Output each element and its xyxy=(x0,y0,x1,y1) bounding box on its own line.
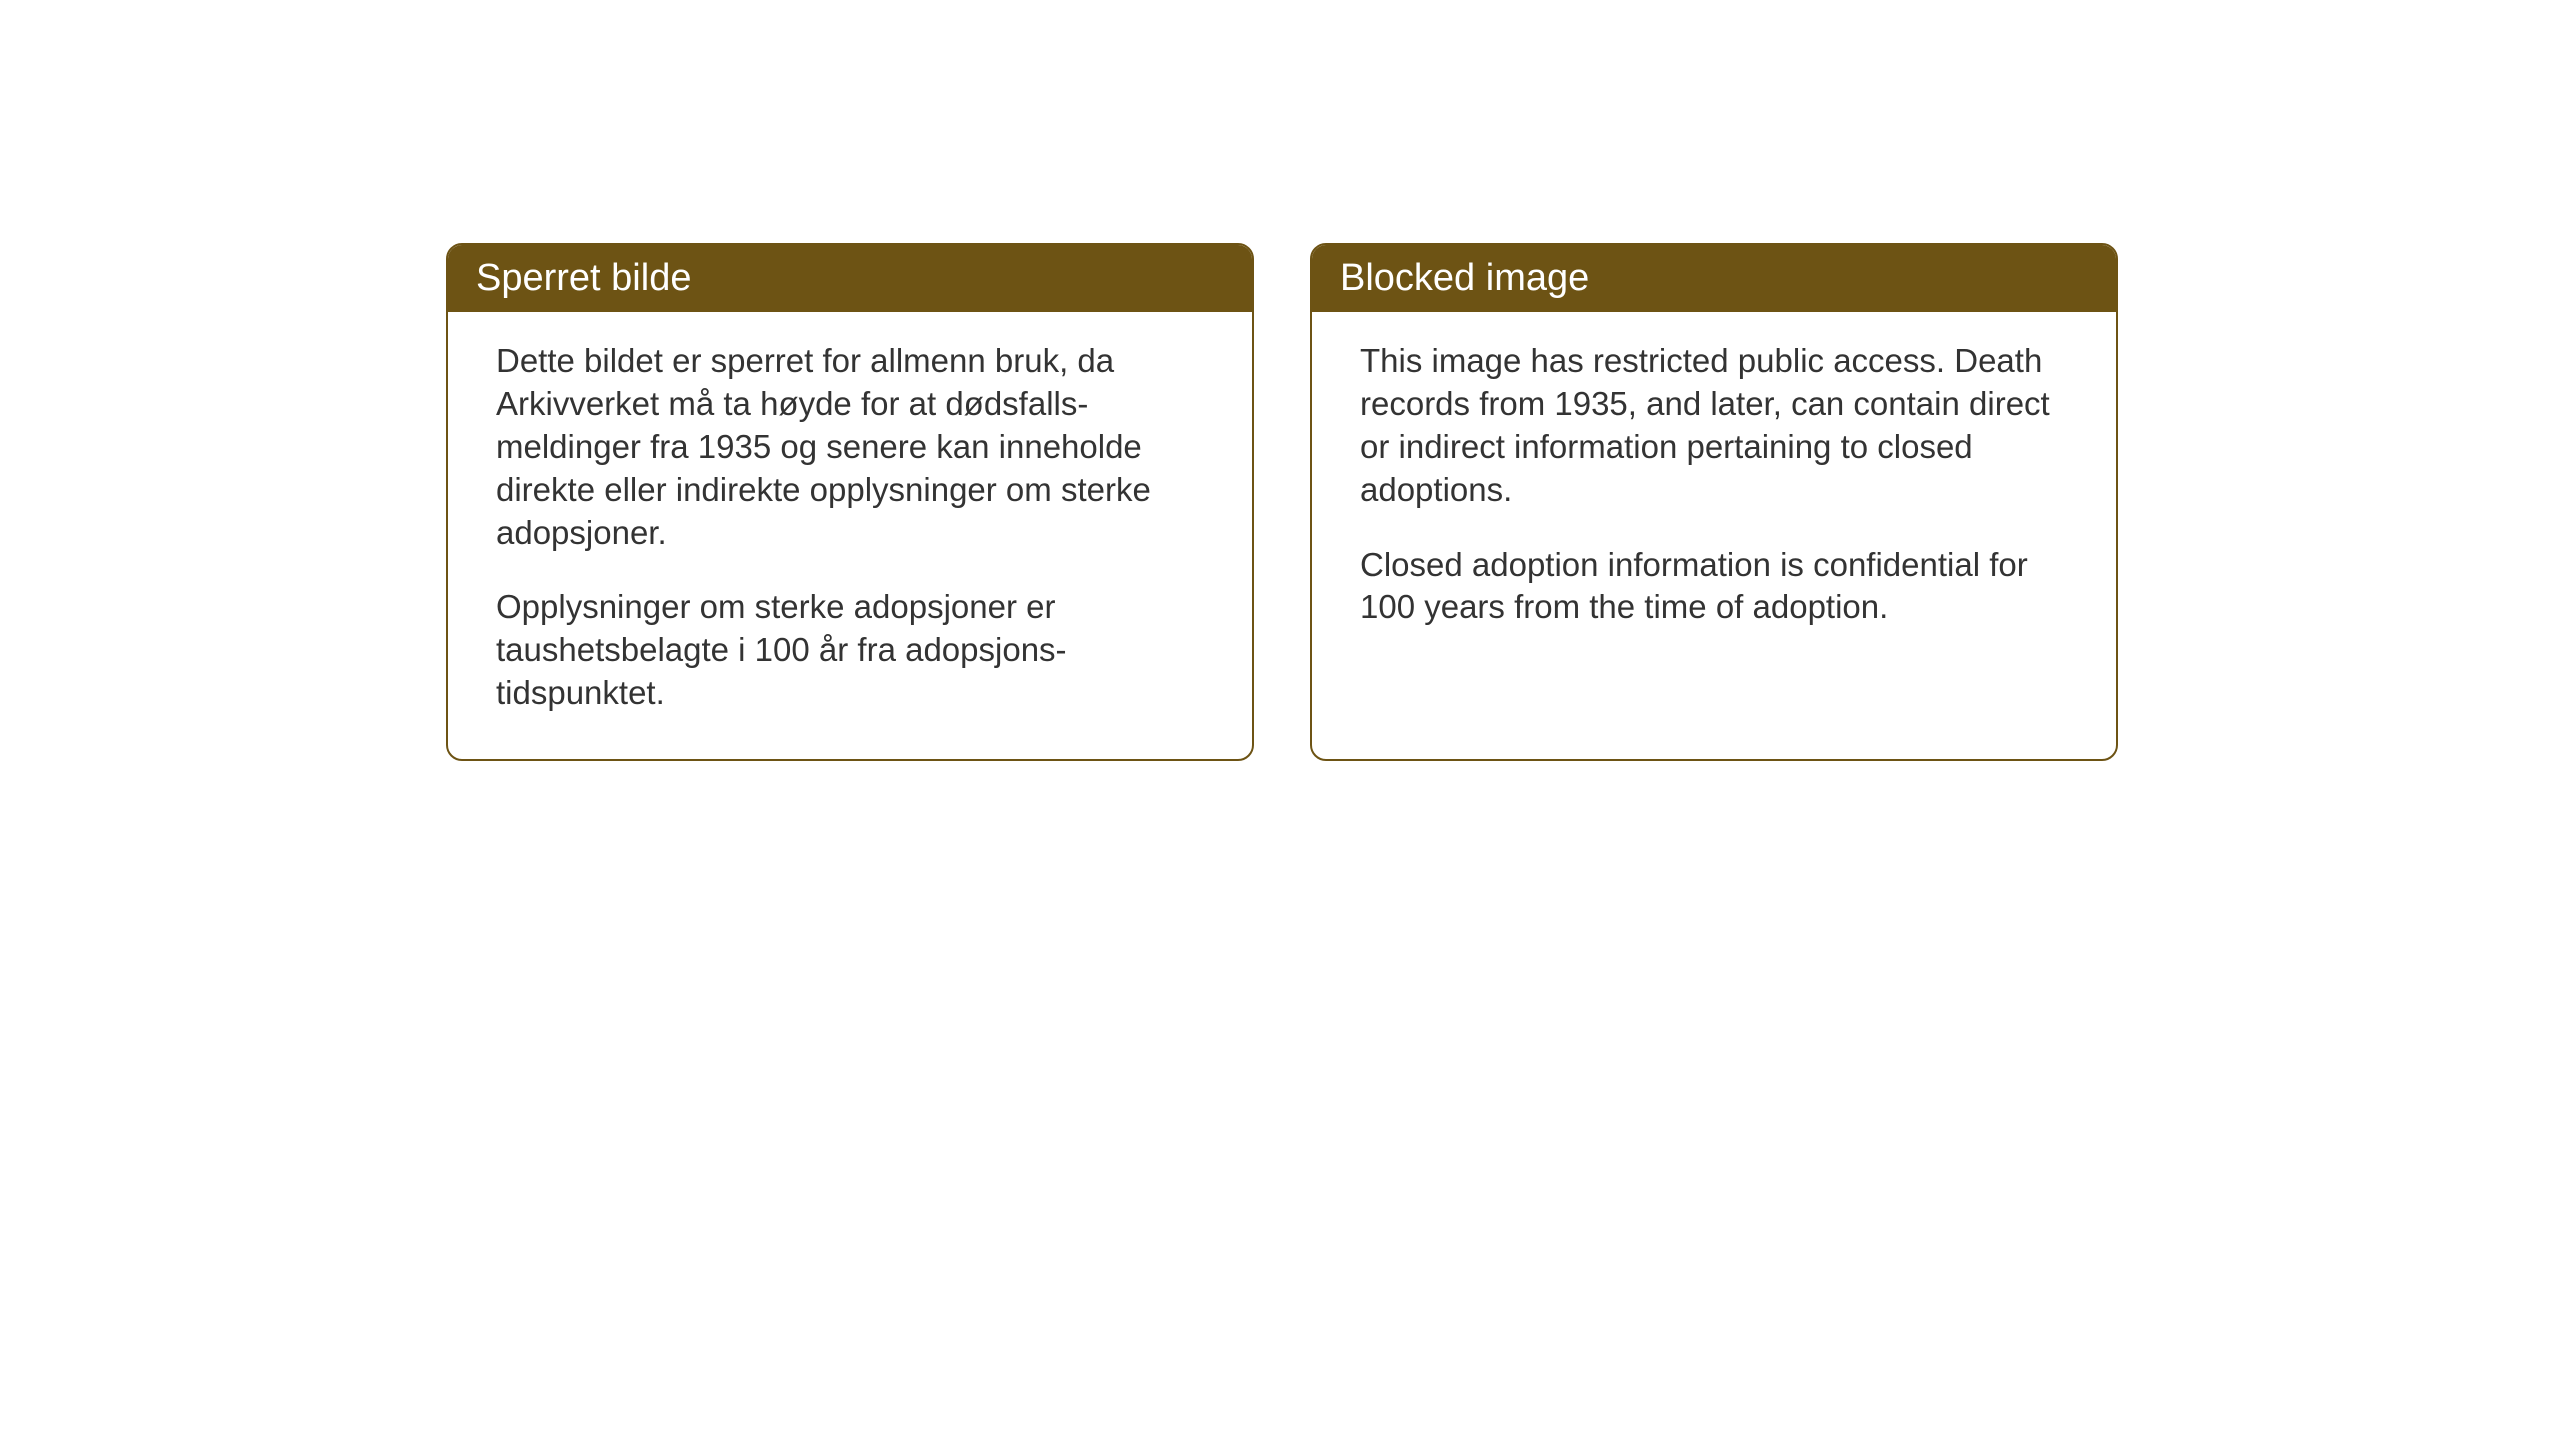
notice-cards-container: Sperret bilde Dette bildet er sperret fo… xyxy=(446,243,2118,761)
english-paragraph-1: This image has restricted public access.… xyxy=(1360,340,2068,512)
english-card-body: This image has restricted public access.… xyxy=(1312,312,2116,673)
norwegian-paragraph-2: Opplysninger om sterke adopsjoner er tau… xyxy=(496,586,1204,715)
norwegian-card-body: Dette bildet er sperret for allmenn bruk… xyxy=(448,312,1252,759)
norwegian-paragraph-1: Dette bildet er sperret for allmenn bruk… xyxy=(496,340,1204,554)
english-paragraph-2: Closed adoption information is confident… xyxy=(1360,544,2068,630)
norwegian-card-header: Sperret bilde xyxy=(448,245,1252,312)
english-card-header: Blocked image xyxy=(1312,245,2116,312)
norwegian-notice-card: Sperret bilde Dette bildet er sperret fo… xyxy=(446,243,1254,761)
english-card-title: Blocked image xyxy=(1340,257,1589,299)
english-notice-card: Blocked image This image has restricted … xyxy=(1310,243,2118,761)
norwegian-card-title: Sperret bilde xyxy=(476,257,691,299)
